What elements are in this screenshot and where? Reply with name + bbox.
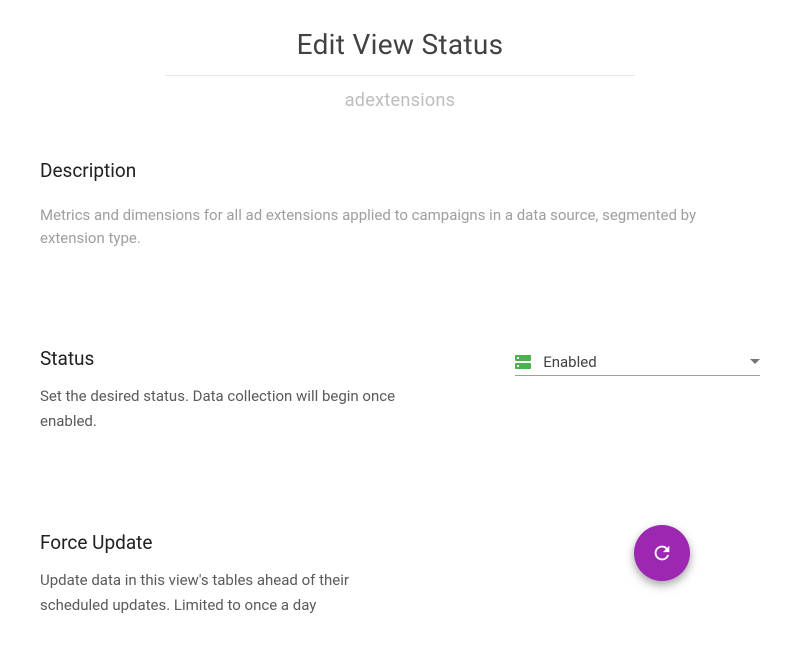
status-select[interactable]: Enabled	[515, 351, 760, 376]
force-update-section: Force Update Update data in this view's …	[40, 531, 760, 619]
page-title: Edit View Status	[40, 28, 760, 61]
force-update-button[interactable]	[634, 525, 690, 581]
description-text: Metrics and dimensions for all ad extens…	[40, 204, 760, 251]
refresh-icon	[651, 542, 673, 564]
status-select-value: Enabled	[543, 353, 750, 371]
status-icon	[515, 355, 531, 369]
description-section: Description Metrics and dimensions for a…	[40, 159, 760, 251]
status-section: Status Set the desired status. Data coll…	[40, 347, 760, 435]
force-update-heading: Force Update	[40, 531, 420, 554]
description-heading: Description	[40, 159, 760, 182]
page-subtitle: adextensions	[40, 90, 760, 111]
status-heading: Status	[40, 347, 414, 370]
chevron-down-icon	[750, 359, 760, 364]
page-header: Edit View Status adextensions	[40, 28, 760, 111]
title-divider	[165, 75, 635, 76]
force-update-help-text: Update data in this view's tables ahead …	[40, 568, 420, 619]
status-help-text: Set the desired status. Data collection …	[40, 384, 414, 435]
